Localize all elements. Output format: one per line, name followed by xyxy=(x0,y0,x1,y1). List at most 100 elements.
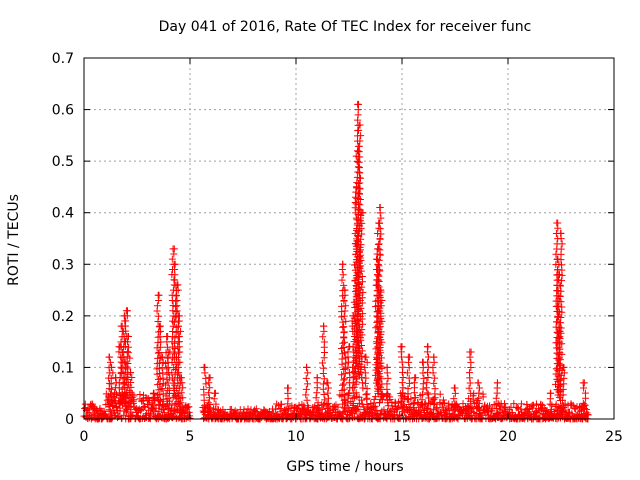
data-point xyxy=(324,384,332,392)
data-point xyxy=(124,359,132,367)
data-point xyxy=(314,399,322,407)
data-point xyxy=(325,410,333,418)
data-point xyxy=(340,323,348,331)
data-point xyxy=(440,399,448,407)
data-point xyxy=(556,335,564,343)
data-point xyxy=(378,297,386,305)
data-point xyxy=(122,317,130,325)
data-point xyxy=(357,174,365,182)
data-point xyxy=(555,271,563,279)
data-point xyxy=(341,307,349,315)
data-point xyxy=(358,379,366,387)
data-point xyxy=(378,364,386,372)
data-point xyxy=(557,298,565,306)
data-point xyxy=(356,137,364,145)
data-point xyxy=(580,379,588,387)
data-point xyxy=(202,374,210,382)
data-point xyxy=(430,395,438,403)
axis-ticks xyxy=(83,57,615,420)
data-point xyxy=(100,407,108,415)
data-point xyxy=(358,283,366,291)
data-point xyxy=(398,379,406,387)
data-point xyxy=(418,390,426,398)
data-point xyxy=(475,384,483,392)
data-point xyxy=(405,400,413,408)
data-point xyxy=(376,267,384,275)
data-point xyxy=(411,394,419,402)
data-point xyxy=(465,384,473,392)
data-point xyxy=(356,190,364,198)
data-point xyxy=(284,384,292,392)
x-tick-label: 0 xyxy=(80,429,89,445)
data-point xyxy=(125,332,133,340)
data-point xyxy=(159,369,167,377)
data-point xyxy=(425,394,433,402)
data-point xyxy=(372,324,380,332)
data-point xyxy=(157,385,165,393)
data-point xyxy=(355,180,363,188)
data-point xyxy=(205,389,213,397)
data-point xyxy=(383,363,391,371)
data-point xyxy=(579,399,587,407)
data-point xyxy=(558,303,566,311)
data-point xyxy=(314,409,322,417)
data-point xyxy=(156,359,164,367)
data-point xyxy=(383,380,391,388)
data-point xyxy=(338,302,346,310)
data-point xyxy=(149,406,157,414)
data-point xyxy=(345,404,353,412)
data-point xyxy=(340,343,348,351)
data-point xyxy=(377,230,385,238)
data-point xyxy=(356,121,364,129)
data-point xyxy=(105,406,113,414)
data-point xyxy=(276,404,284,412)
tick-labels: 0 5 10 15 20 25 0 0.1 0.2 0.3 0.4 0.5 0.6 0.7 xyxy=(52,51,623,445)
data-point xyxy=(451,410,459,418)
data-point xyxy=(557,375,565,383)
data-point xyxy=(355,291,363,299)
data-point xyxy=(156,322,164,330)
data-point xyxy=(205,394,213,402)
data-point xyxy=(373,406,381,414)
data-point xyxy=(127,369,135,377)
data-point xyxy=(411,374,419,382)
x-axis-label: GPS time / hours xyxy=(286,459,403,475)
data-point xyxy=(451,400,459,408)
data-point xyxy=(556,292,564,300)
data-point xyxy=(108,363,116,371)
x-tick-label: 15 xyxy=(393,429,411,445)
data-point xyxy=(412,409,420,417)
data-point xyxy=(154,318,162,326)
data-point xyxy=(377,302,385,310)
data-point xyxy=(465,395,473,403)
data-point xyxy=(376,343,384,351)
data-point xyxy=(338,276,346,284)
data-point xyxy=(358,209,366,217)
data-point xyxy=(171,401,179,409)
data-point xyxy=(128,374,136,382)
data-point xyxy=(156,396,164,404)
data-point xyxy=(556,282,564,290)
data-point xyxy=(342,317,350,325)
data-point xyxy=(547,406,555,414)
data-point xyxy=(109,369,117,377)
data-point xyxy=(377,359,385,367)
data-point xyxy=(211,406,219,414)
data-point xyxy=(122,307,130,315)
data-point xyxy=(558,277,566,285)
y-tick-label: 0.6 xyxy=(52,103,74,119)
data-point xyxy=(409,404,417,412)
data-point xyxy=(429,364,437,372)
data-point xyxy=(356,201,364,209)
data-point xyxy=(374,255,382,263)
data-point xyxy=(312,394,320,402)
data-point xyxy=(357,336,365,344)
data-point xyxy=(96,406,104,414)
data-point xyxy=(356,195,364,203)
data-point xyxy=(580,410,588,418)
data-point xyxy=(272,405,280,413)
data-point xyxy=(126,393,134,401)
data-point xyxy=(362,391,370,399)
data-point xyxy=(118,348,126,356)
data-point xyxy=(376,323,384,331)
